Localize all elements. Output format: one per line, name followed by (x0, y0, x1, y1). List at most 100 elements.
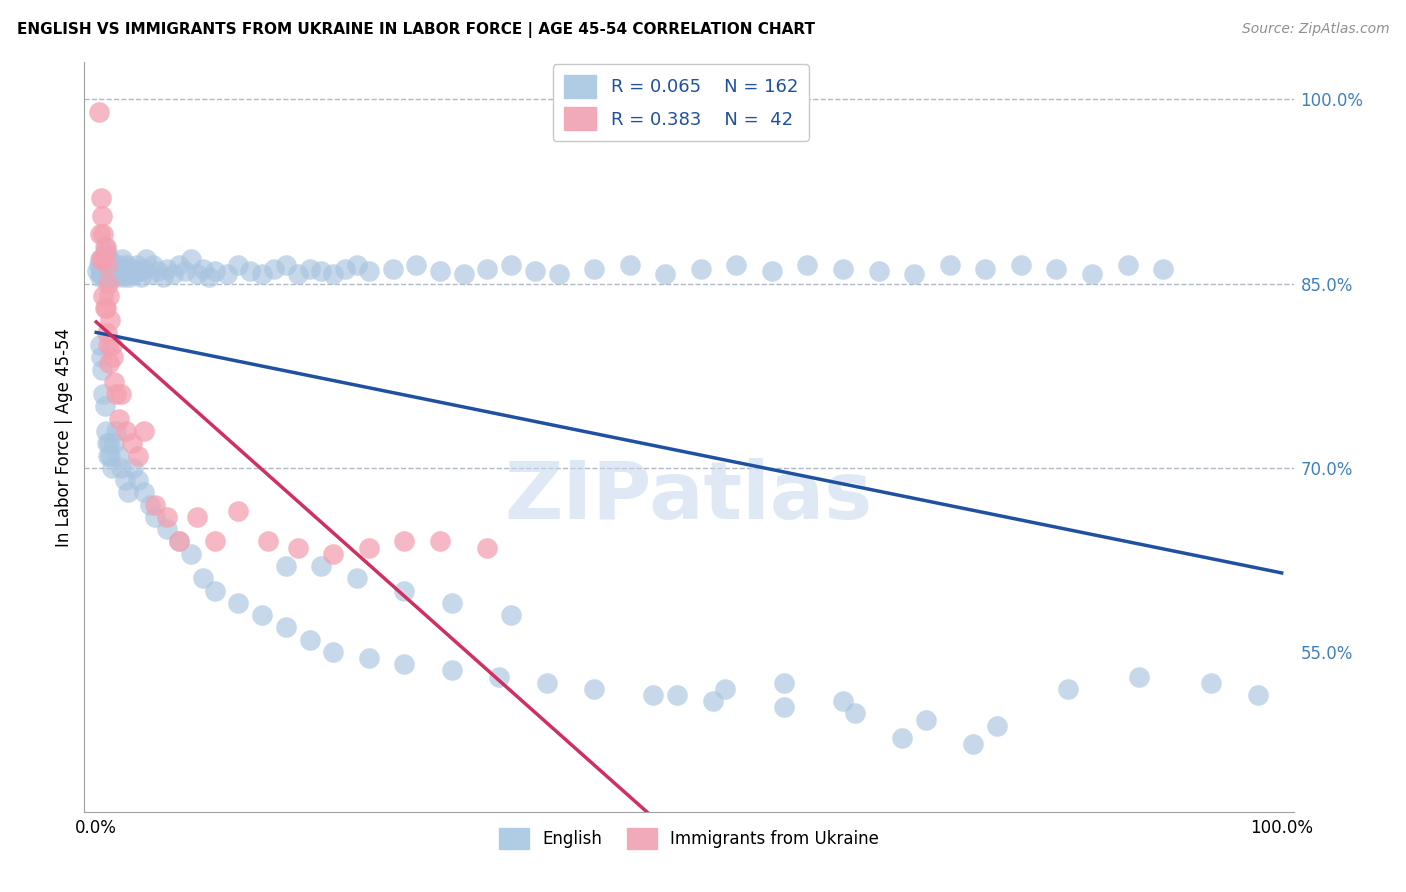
Point (204, 264, 226, 278)
Point (263, 261, 285, 276)
Point (167, 534, 190, 549)
Point (98, 289, 121, 303)
Point (132, 485, 155, 500)
Point (250, 267, 273, 281)
Point (89, 227, 111, 242)
Point (114, 473, 136, 487)
Point (100, 449, 122, 463)
Point (322, 645, 344, 659)
Point (440, 596, 463, 610)
Point (962, 737, 984, 751)
Point (868, 264, 890, 278)
Point (186, 267, 208, 281)
Point (87, 258, 110, 272)
Point (107, 411, 129, 425)
Point (287, 541, 309, 555)
Point (938, 258, 960, 272)
Point (103, 436, 125, 450)
Point (96, 436, 118, 450)
Point (105, 270, 128, 285)
Point (91, 258, 114, 272)
Point (98, 260, 121, 275)
Point (94, 301, 117, 315)
Point (145, 498, 167, 512)
Point (94, 270, 117, 285)
Point (257, 534, 280, 549)
Point (501, 258, 523, 272)
Point (112, 270, 135, 285)
Point (91, 387, 114, 401)
Point (91, 362, 114, 376)
Point (191, 261, 214, 276)
Point (228, 258, 250, 272)
Point (488, 670, 510, 684)
Point (725, 258, 748, 272)
Point (100, 267, 122, 281)
Point (91, 260, 114, 275)
Point (1152, 261, 1174, 276)
Point (86, 264, 108, 278)
Y-axis label: In Labor Force | Age 45-54: In Labor Force | Age 45-54 (55, 327, 73, 547)
Point (287, 267, 309, 281)
Point (100, 338, 122, 352)
Point (156, 522, 179, 536)
Point (122, 267, 145, 281)
Point (110, 460, 132, 475)
Point (93, 252, 115, 266)
Point (93, 245, 115, 260)
Point (477, 541, 499, 555)
Point (832, 261, 855, 276)
Point (536, 675, 558, 690)
Point (346, 571, 368, 585)
Point (394, 657, 416, 672)
Point (97, 338, 120, 352)
Point (104, 264, 127, 278)
Point (156, 510, 179, 524)
Point (96, 245, 118, 260)
Point (152, 270, 174, 285)
Point (107, 267, 129, 281)
Text: ZIPatlas: ZIPatlas (505, 458, 873, 536)
Point (132, 261, 155, 276)
Point (89, 252, 111, 266)
Point (274, 559, 297, 574)
Point (90, 267, 112, 281)
Point (322, 267, 344, 281)
Point (654, 267, 676, 281)
Point (180, 252, 202, 266)
Point (1199, 675, 1222, 690)
Point (100, 270, 122, 285)
Point (111, 252, 134, 266)
Point (167, 534, 190, 549)
Point (346, 258, 368, 272)
Point (619, 258, 641, 272)
Point (105, 424, 128, 438)
Point (1045, 261, 1067, 276)
Point (90, 190, 112, 204)
Point (110, 387, 132, 401)
Point (1081, 267, 1104, 281)
Point (274, 258, 297, 272)
Point (1057, 681, 1080, 696)
Point (198, 270, 221, 285)
Point (298, 632, 321, 647)
Point (394, 534, 416, 549)
Point (91, 252, 114, 266)
Point (844, 706, 866, 721)
Point (105, 387, 128, 401)
Text: Source: ZipAtlas.com: Source: ZipAtlas.com (1241, 22, 1389, 37)
Point (761, 264, 783, 278)
Point (138, 498, 160, 512)
Point (298, 261, 321, 276)
Point (87, 104, 110, 119)
Point (146, 264, 169, 278)
Point (100, 313, 122, 327)
Point (357, 651, 380, 665)
Point (583, 261, 606, 276)
Point (97, 277, 120, 291)
Point (108, 258, 131, 272)
Point (118, 270, 141, 285)
Point (915, 713, 938, 727)
Point (394, 583, 416, 598)
Point (117, 264, 139, 278)
